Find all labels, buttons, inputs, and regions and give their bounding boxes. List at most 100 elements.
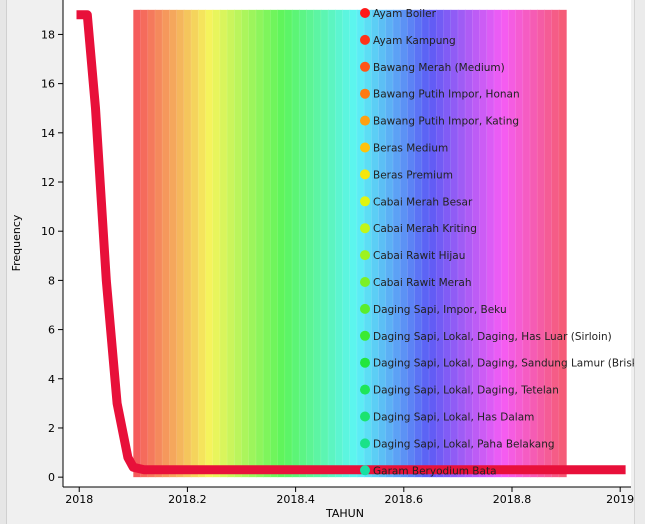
x-tick-label: 2018.2 bbox=[168, 493, 207, 506]
legend-marker bbox=[360, 196, 370, 207]
band-stripe bbox=[241, 9, 250, 478]
band-stripe bbox=[530, 9, 538, 478]
y-tick-label: 4 bbox=[48, 373, 55, 386]
band-stripe bbox=[219, 9, 228, 478]
legend-label: Daging Sapi, Impor, Beku bbox=[373, 304, 507, 316]
legend-marker bbox=[360, 330, 370, 341]
legend-label: Ayam Kampung bbox=[373, 35, 456, 47]
x-tick-label: 2019 bbox=[606, 493, 634, 506]
legend-marker bbox=[360, 411, 370, 422]
legend-marker bbox=[360, 438, 370, 449]
band-stripe bbox=[292, 9, 300, 478]
band-stripe bbox=[205, 9, 214, 478]
x-tick-label: 2018.8 bbox=[493, 493, 532, 506]
band-stripe bbox=[263, 9, 271, 478]
band-stripe bbox=[400, 9, 408, 478]
legend-label: Daging Sapi, Lokal, Daging, Tetelan bbox=[373, 385, 559, 397]
y-tick-label: 10 bbox=[41, 225, 55, 238]
band-stripe bbox=[436, 9, 445, 478]
legend-marker bbox=[360, 384, 370, 395]
series-layer bbox=[76, 10, 626, 475]
band-stripe bbox=[133, 9, 142, 478]
x-axis-label: TAHUN bbox=[325, 507, 364, 520]
band-stripe bbox=[154, 9, 163, 478]
legend-label: Daging Sapi, Lokal, Paha Belakang bbox=[373, 438, 555, 450]
y-tick-label: 8 bbox=[48, 274, 55, 287]
band-stripe bbox=[198, 9, 207, 478]
legend-label: Bawang Putih Impor, Honan bbox=[373, 89, 520, 101]
band-stripe bbox=[227, 9, 235, 478]
legend-marker bbox=[360, 34, 370, 45]
legend: Ayam Boiler Ayam Kampung Bawang Merah (Med… bbox=[360, 8, 645, 477]
band-stripe bbox=[537, 9, 546, 478]
legend-marker bbox=[360, 8, 370, 18]
y-tick-label: 0 bbox=[48, 471, 55, 484]
band-stripe bbox=[551, 9, 560, 478]
y-tick-label: 18 bbox=[41, 28, 55, 41]
y-tick-label: 12 bbox=[41, 176, 55, 189]
legend-label: Ayam Boiler bbox=[373, 8, 437, 20]
band-stripe bbox=[508, 9, 517, 478]
band-stripe bbox=[544, 9, 553, 478]
legend-label: Cabai Rawit Hijau bbox=[373, 250, 465, 262]
legend-marker bbox=[360, 142, 370, 153]
band-stripe bbox=[320, 9, 329, 478]
legend-label: Cabai Merah Besar bbox=[373, 196, 473, 208]
band-stripe bbox=[493, 9, 502, 478]
band-stripe bbox=[501, 9, 509, 478]
band-stripe bbox=[147, 9, 156, 478]
band-stripe bbox=[299, 9, 308, 478]
band-stripe bbox=[255, 9, 264, 478]
band-stripe bbox=[306, 9, 315, 478]
y-tick-label: 6 bbox=[48, 324, 55, 337]
legend-marker bbox=[360, 277, 370, 287]
band-stripe bbox=[356, 9, 365, 478]
band-stripe bbox=[313, 9, 322, 478]
band-stripe bbox=[191, 9, 199, 478]
band-stripe bbox=[248, 9, 257, 478]
legend-marker bbox=[360, 303, 370, 314]
legend-marker bbox=[360, 169, 370, 180]
x-tick-label: 2018 bbox=[65, 493, 93, 506]
band-stripe bbox=[284, 9, 293, 478]
y-axis-label: Frequency bbox=[10, 214, 23, 271]
band-stripe bbox=[212, 9, 221, 478]
y-tick-label: 2 bbox=[48, 422, 55, 435]
band-stripe bbox=[328, 9, 336, 478]
legend-marker bbox=[360, 357, 370, 368]
legend-label: Cabai Merah Kriting bbox=[373, 223, 477, 235]
legend-label: Bawang Putih Impor, Kating bbox=[373, 116, 519, 128]
band-stripe bbox=[407, 9, 416, 478]
band-stripe bbox=[457, 9, 466, 478]
band-stripe bbox=[443, 9, 452, 478]
band-stripe bbox=[364, 9, 372, 478]
legend-label: Beras Premium bbox=[373, 169, 453, 181]
band-stripe bbox=[169, 9, 178, 478]
band-stripe bbox=[486, 9, 495, 478]
legend-label: Cabai Rawit Merah bbox=[373, 277, 472, 289]
legend-marker bbox=[360, 223, 370, 234]
left-panel-edge bbox=[0, 0, 7, 524]
band-stripe bbox=[522, 9, 531, 478]
band-stripe bbox=[270, 9, 279, 478]
axes bbox=[62, 0, 631, 488]
band-stripe bbox=[176, 9, 185, 478]
band-stripe bbox=[183, 9, 192, 478]
series-line-0 bbox=[76, 10, 626, 475]
band-stripe bbox=[378, 9, 387, 478]
legend-label: Bawang Merah (Medium) bbox=[373, 62, 505, 74]
legend-label: Beras Medium bbox=[373, 143, 448, 155]
legend-label: Daging Sapi, Lokal, Daging, Sandung Lamu… bbox=[373, 358, 645, 370]
x-tick-label: 2018.4 bbox=[276, 493, 315, 506]
band-stripe bbox=[349, 9, 358, 478]
band-stripe bbox=[465, 9, 473, 478]
band-stripe bbox=[392, 9, 401, 478]
legend-marker bbox=[360, 115, 370, 126]
legend-marker bbox=[360, 88, 370, 99]
band-stripe bbox=[479, 9, 488, 478]
band-stripe bbox=[558, 9, 567, 478]
x-ticks: 2018 2018.2 2018.4 2018.6 2018.8 2019 bbox=[65, 487, 634, 506]
right-panel-edge bbox=[634, 0, 645, 524]
